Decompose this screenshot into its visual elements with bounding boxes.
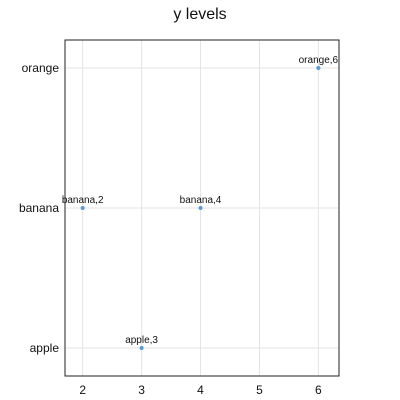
y-tick-label: apple bbox=[30, 341, 60, 355]
x-tick-label: 5 bbox=[256, 383, 263, 397]
data-points: apple,3 banana,2 banana,4 orange,6 bbox=[62, 55, 339, 350]
x-tick-label: 4 bbox=[197, 383, 204, 397]
y-tick-label: banana bbox=[19, 201, 59, 215]
data-label: banana,4 bbox=[180, 195, 222, 206]
data-point bbox=[198, 206, 203, 210]
x-tick-label: 6 bbox=[315, 383, 322, 397]
data-point bbox=[139, 346, 144, 350]
plot-frame bbox=[64, 39, 340, 377]
y-axis-ticks: apple banana orange bbox=[19, 61, 59, 355]
data-label: banana,2 bbox=[62, 195, 104, 206]
x-tick-label: 3 bbox=[138, 383, 145, 397]
y-tick-label: orange bbox=[22, 61, 60, 75]
x-axis-ticks: 2 3 4 5 6 bbox=[79, 383, 322, 397]
x-tick-label: 2 bbox=[79, 383, 86, 397]
data-point bbox=[80, 206, 85, 210]
data-label: apple,3 bbox=[125, 335, 158, 346]
data-label: orange,6 bbox=[299, 55, 339, 66]
data-point bbox=[316, 66, 321, 70]
chart-title: y levels bbox=[173, 6, 227, 23]
